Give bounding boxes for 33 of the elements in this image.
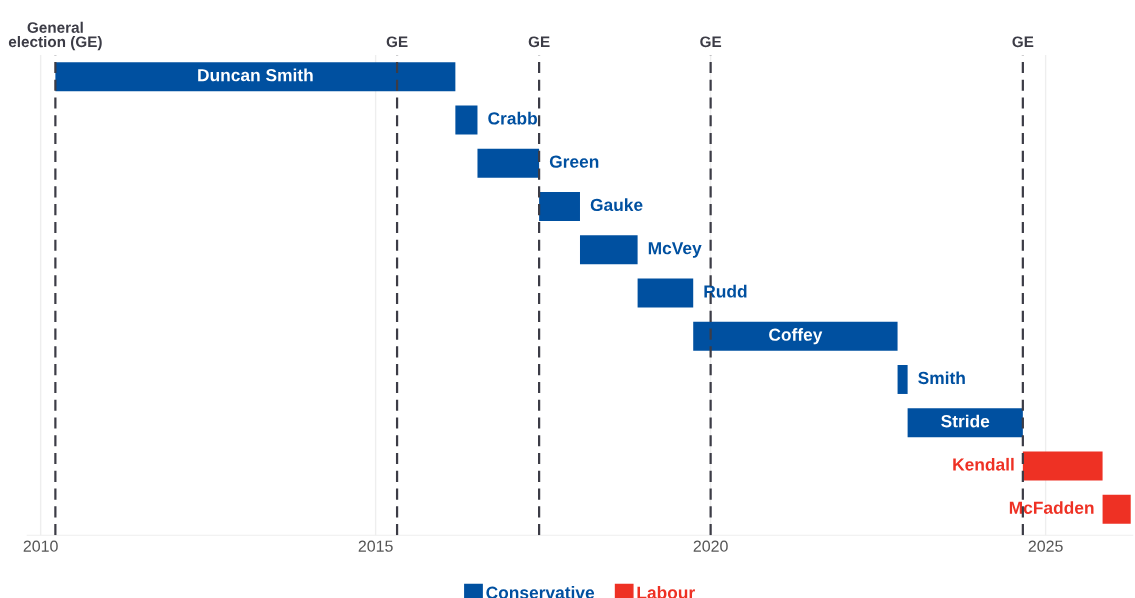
bar [55, 62, 456, 92]
y-tick-label: Gauke [590, 198, 643, 212]
y-tick-label: Stride [941, 414, 990, 428]
ref-line-label: GE [1012, 36, 1034, 48]
bar [455, 105, 478, 135]
bar [637, 278, 694, 308]
y-tick-label: Coffey [769, 328, 823, 345]
bar [1022, 451, 1103, 481]
bar [477, 148, 540, 178]
bar [579, 235, 638, 265]
y-tick-label: Green [549, 155, 599, 168]
ref-line-label: GE [700, 36, 722, 48]
ref-line-label: General election (GE) [8, 21, 102, 51]
y-tick-label: McFadden [1009, 501, 1094, 514]
y-tick-label: Crabb [488, 111, 537, 125]
bar [693, 321, 898, 351]
x-tick-label: 2025 [1028, 540, 1063, 552]
legend-label: Labour [637, 586, 695, 598]
bar [897, 364, 908, 394]
x-tick-label: 2010 [23, 540, 58, 552]
bar [1102, 494, 1131, 524]
ref-line-label: GE [528, 36, 550, 48]
x-tick-label: 2015 [358, 540, 393, 552]
bar [907, 408, 1023, 438]
y-tick-label: Smith [918, 371, 965, 385]
x-tick-label: 2020 [693, 540, 728, 552]
legend-label: Conservative [486, 586, 595, 598]
y-tick-label: Rudd [704, 284, 747, 298]
y-tick-label: Duncan Smith [198, 68, 313, 82]
bar [539, 191, 580, 221]
y-tick-label: Kendall [953, 457, 1014, 471]
ref-line-label: GE [386, 36, 408, 48]
y-tick-label: McVey [648, 242, 702, 258]
